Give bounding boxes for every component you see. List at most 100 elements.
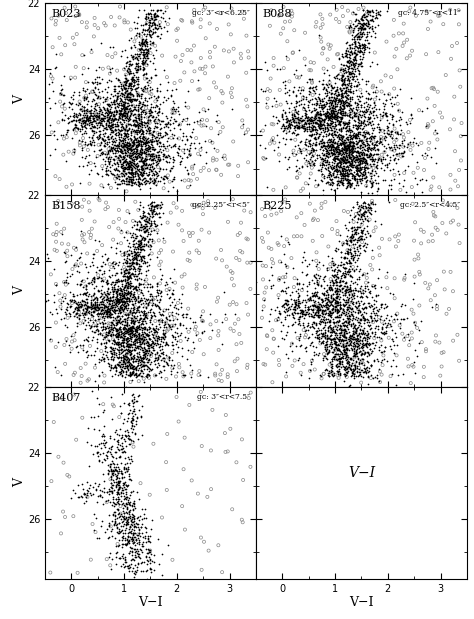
Point [313,301,321,311]
Point [118,293,125,303]
Point [387,129,395,139]
Point [94,151,101,161]
Point [335,349,342,359]
Point [344,66,351,76]
Point [143,335,150,345]
Point [341,310,349,320]
Point [135,82,142,92]
Point [73,110,80,119]
Point [328,112,336,122]
Point [140,215,147,225]
Point [346,126,353,136]
Point [116,313,124,322]
Point [99,499,107,509]
Point [350,183,357,193]
Point [360,207,368,217]
Point [344,101,351,111]
Point [138,345,146,355]
Point [93,262,100,272]
Point [98,272,105,282]
Point [131,528,138,538]
Point [313,116,320,126]
Point [128,249,135,259]
Point [343,264,350,274]
Point [121,358,128,368]
Point [350,368,358,378]
Point [128,141,136,151]
Point [218,376,226,386]
Point [355,32,363,41]
Point [188,200,196,210]
Point [316,113,324,123]
Point [145,15,153,25]
Point [107,307,114,317]
Point [427,152,434,162]
Point [367,361,375,371]
Point [438,218,446,228]
Point [397,323,404,333]
Point [362,141,369,150]
Point [141,118,148,128]
Point [163,128,170,137]
Point [134,522,142,532]
Point [82,115,90,124]
Point [377,327,384,337]
Point [145,300,152,310]
Point [128,360,136,370]
Point [325,120,333,130]
Point [150,206,158,216]
Point [286,304,293,314]
Point [326,124,334,134]
Point [328,92,336,102]
Point [115,352,123,362]
Point [69,116,76,126]
Point [364,129,371,139]
Point [311,114,319,124]
Point [332,328,340,338]
Point [120,128,128,137]
Point [124,482,131,491]
Point [72,302,80,312]
Point [137,103,144,113]
Point [121,331,129,341]
Point [337,64,345,74]
Point [61,110,68,119]
Point [343,282,351,292]
Point [156,85,164,95]
Point [276,273,283,283]
Point [334,361,342,371]
Point [409,199,416,209]
Point [238,116,246,126]
Point [119,148,127,158]
Point [358,39,365,49]
Point [138,58,146,68]
Point [408,182,416,192]
Point [118,311,126,321]
Point [293,165,301,175]
Point [299,310,306,319]
Point [353,170,360,180]
Point [319,100,327,110]
Point [368,338,376,348]
Point [152,151,159,161]
Point [354,323,361,333]
Point [126,324,134,334]
Point [135,58,142,68]
Point [342,370,350,380]
Point [144,118,152,128]
Point [341,252,349,262]
Point [345,142,352,152]
Point [135,537,143,547]
Point [130,178,137,188]
Point [113,547,121,557]
Point [168,348,176,358]
Point [131,63,139,73]
Point [136,136,143,146]
Point [383,108,390,118]
Point [344,182,351,192]
Point [340,152,347,162]
Point [261,211,269,221]
Point [327,169,334,179]
Point [385,89,393,99]
Point [69,264,76,274]
